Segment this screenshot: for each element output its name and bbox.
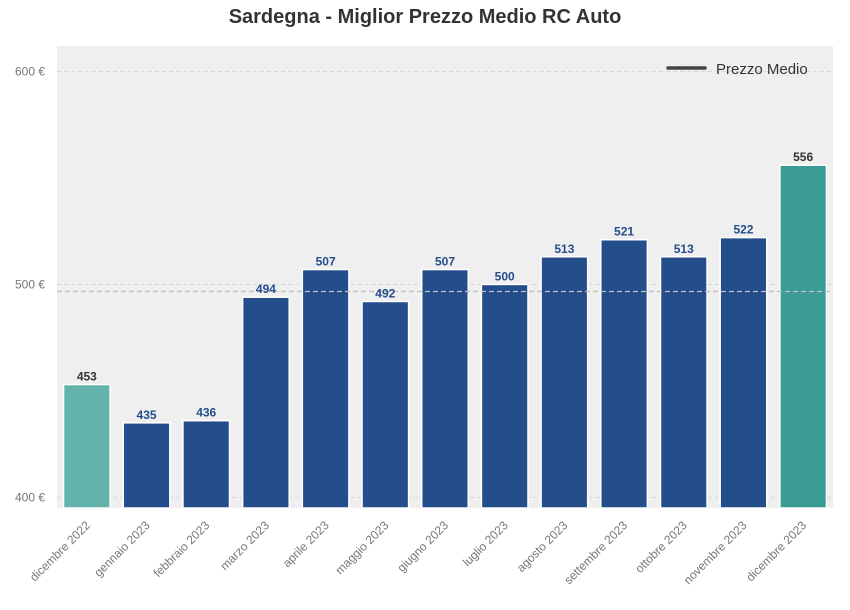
x-tick-label: ottobre 2023 — [632, 518, 690, 576]
y-axis-ticks: 400 € 500 € 600 € — [15, 65, 45, 505]
bar — [600, 238, 649, 509]
bar-data-label: 492 — [375, 286, 395, 300]
x-tick-label: maggio 2023 — [332, 518, 391, 577]
bar-data-label: 522 — [733, 223, 753, 237]
bar-data-label: 507 — [316, 255, 336, 269]
bar — [301, 268, 350, 509]
x-tick-label: dicembre 2023 — [743, 518, 809, 584]
bar-data-label: 494 — [256, 282, 276, 296]
bars — [62, 164, 828, 509]
bar — [241, 296, 290, 509]
bar — [122, 422, 171, 509]
bar-data-label: 500 — [495, 269, 515, 283]
bar-data-label: 556 — [793, 150, 813, 164]
bar — [182, 419, 231, 509]
bar-data-label: 453 — [77, 370, 97, 384]
x-tick-label: aprile 2023 — [280, 518, 332, 570]
bar — [779, 164, 828, 509]
bar — [420, 268, 470, 509]
bar-data-label: 521 — [614, 225, 634, 239]
x-tick-label: agosto 2023 — [514, 518, 571, 575]
y-tick-label: 500 € — [15, 277, 45, 291]
x-tick-label: febbraio 2023 — [151, 518, 213, 580]
legend: Prezzo Medio — [666, 61, 808, 78]
bar-data-label: 513 — [674, 242, 694, 256]
bar — [719, 236, 768, 509]
bar-data-label: 435 — [137, 408, 157, 422]
bar — [480, 283, 529, 509]
x-tick-label: settembre 2023 — [561, 518, 630, 587]
bar — [361, 300, 410, 509]
x-tick-label: giugno 2023 — [394, 518, 451, 575]
legend-label: Prezzo Medio — [716, 61, 808, 78]
x-tick-label: dicembre 2022 — [27, 518, 93, 584]
data-labels: 453 435 436 494 507 492 507 500 513 521 513 522 556 — [77, 150, 814, 422]
x-tick-label: luglio 2023 — [460, 518, 511, 569]
x-tick-label: gennaio 2023 — [91, 518, 153, 580]
bar — [659, 256, 708, 509]
x-tick-label: novembre 2023 — [681, 518, 750, 587]
bar — [540, 256, 589, 509]
chart-title: Sardegna - Miglior Prezzo Medio RC Auto — [228, 6, 622, 28]
bar-data-label: 507 — [435, 255, 455, 269]
y-tick-label: 600 € — [15, 65, 45, 79]
y-tick-label: 400 € — [15, 490, 45, 504]
bar-data-label: 513 — [554, 242, 574, 256]
bar-data-label: 436 — [196, 406, 216, 420]
x-tick-label: marzo 2023 — [217, 518, 272, 573]
bar — [62, 383, 111, 509]
